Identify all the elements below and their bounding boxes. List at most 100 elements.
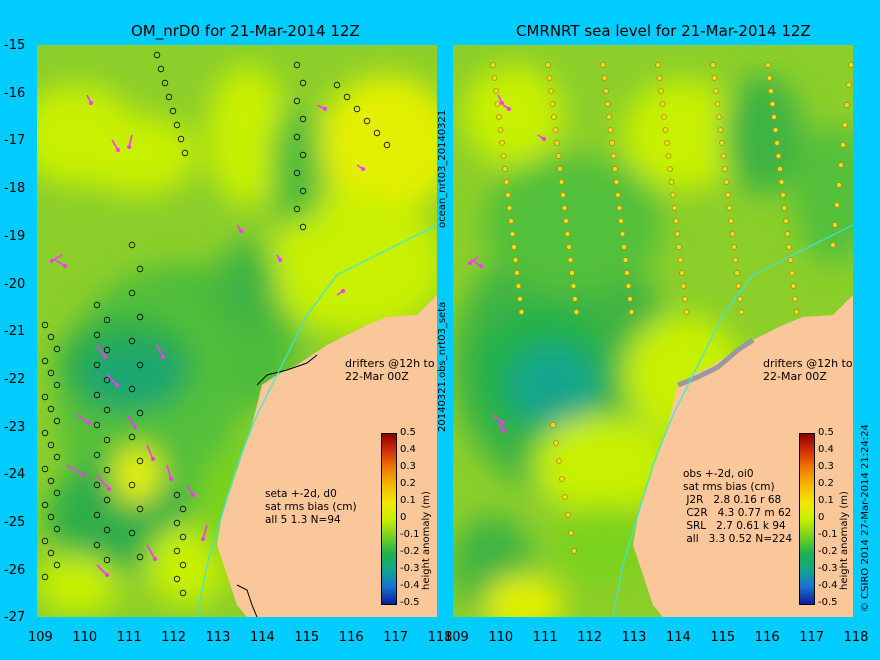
observation-marker bbox=[47, 549, 55, 557]
observation-marker bbox=[628, 309, 635, 315]
observation-marker bbox=[772, 127, 779, 133]
observation-marker bbox=[607, 127, 614, 133]
observation-marker bbox=[621, 244, 627, 250]
x-tick-label: 112 bbox=[161, 630, 187, 645]
drifter-end bbox=[239, 229, 243, 233]
right-map-title: CMRNRT sea level for 21-Mar-2014 12Z bbox=[516, 22, 811, 40]
observation-marker bbox=[600, 62, 606, 68]
observation-marker bbox=[499, 140, 505, 146]
observation-marker bbox=[723, 179, 730, 185]
observation-marker bbox=[53, 381, 61, 389]
observation-marker bbox=[299, 151, 307, 159]
observation-marker bbox=[545, 62, 551, 68]
observation-marker bbox=[564, 231, 571, 237]
observation-marker bbox=[493, 88, 499, 94]
observation-marker bbox=[615, 192, 621, 198]
drifter-end bbox=[169, 477, 173, 481]
observation-marker bbox=[293, 61, 301, 69]
colorbar-tick-label: 0.1 bbox=[818, 495, 834, 506]
observation-marker bbox=[47, 333, 55, 341]
observation-marker bbox=[518, 309, 525, 315]
drifter-end bbox=[81, 473, 85, 477]
observation-marker bbox=[128, 433, 136, 441]
x-tick-label: 116 bbox=[338, 630, 364, 645]
left-drifter-tracks bbox=[50, 94, 365, 577]
observation-marker bbox=[661, 114, 667, 120]
observation-marker bbox=[494, 101, 501, 107]
observation-marker bbox=[673, 218, 679, 224]
observation-marker bbox=[836, 182, 842, 188]
left-map-title: OM_nrD0 for 21-Mar-2014 12Z bbox=[131, 22, 360, 40]
drifter-end bbox=[107, 487, 111, 491]
observation-marker bbox=[566, 244, 572, 250]
observation-marker bbox=[725, 192, 731, 198]
x-tick-label: 109 bbox=[28, 630, 53, 645]
observation-marker bbox=[848, 62, 853, 68]
drifter-end bbox=[105, 573, 109, 577]
observation-marker bbox=[554, 140, 560, 146]
y-tick-label: -16 bbox=[4, 85, 26, 101]
observation-marker bbox=[508, 218, 514, 224]
observation-marker bbox=[737, 296, 743, 302]
y-tick-label: -19 bbox=[4, 228, 26, 244]
observation-marker bbox=[572, 296, 578, 302]
observation-marker bbox=[777, 166, 783, 172]
right-sea-level-map: drifters @12h to 22-Mar 00Z obs +-2d, oi… bbox=[453, 45, 853, 617]
observation-marker bbox=[616, 205, 623, 211]
colorbar-tick-label: 0.4 bbox=[818, 444, 834, 455]
observation-marker bbox=[47, 405, 55, 413]
y-tick-label: -18 bbox=[4, 181, 26, 197]
model-file-label: ocean_nrt03_20140321 bbox=[437, 109, 448, 228]
observation-marker bbox=[786, 244, 792, 250]
y-tick-label: -15 bbox=[4, 38, 26, 53]
colorbar-tick-label: -0.3 bbox=[818, 563, 838, 574]
drifter-end bbox=[87, 421, 91, 425]
drifter-track bbox=[126, 414, 136, 428]
observation-marker bbox=[549, 101, 556, 107]
x-tick-label: 110 bbox=[488, 630, 514, 645]
observation-marker bbox=[766, 75, 773, 81]
observation-marker bbox=[717, 127, 724, 133]
colorbar-tick-label: 0 bbox=[400, 512, 407, 523]
observation-marker bbox=[783, 218, 789, 224]
x-tick-label: 118 bbox=[427, 630, 453, 645]
observation-marker bbox=[179, 505, 187, 513]
observation-marker bbox=[624, 270, 630, 276]
observation-marker bbox=[41, 321, 49, 329]
observation-marker bbox=[658, 88, 664, 94]
observation-marker bbox=[674, 231, 681, 237]
observation-marker bbox=[659, 101, 666, 107]
left-colorbar bbox=[381, 433, 397, 605]
observation-marker bbox=[680, 283, 687, 289]
x-tick-label: 117 bbox=[799, 630, 825, 645]
x-tick-label: 116 bbox=[754, 630, 780, 645]
observation-marker bbox=[173, 491, 181, 499]
observation-marker bbox=[780, 192, 786, 198]
drifter-track bbox=[106, 374, 118, 386]
observation-marker bbox=[496, 114, 502, 120]
colorbar-tick-label: -0.3 bbox=[400, 563, 420, 574]
observation-marker bbox=[553, 440, 559, 446]
observation-marker bbox=[128, 337, 136, 345]
drifter-end bbox=[133, 425, 137, 429]
observation-marker bbox=[552, 127, 559, 133]
observation-marker bbox=[93, 301, 101, 309]
drifter-end bbox=[153, 557, 157, 561]
observation-marker bbox=[93, 481, 101, 489]
observation-marker bbox=[93, 541, 101, 549]
drifter-end bbox=[341, 289, 345, 293]
observation-marker bbox=[103, 466, 111, 474]
observation-marker bbox=[627, 296, 633, 302]
observation-marker bbox=[93, 361, 101, 369]
observation-marker bbox=[838, 162, 844, 168]
observation-marker bbox=[667, 166, 673, 172]
x-tick-label: 114 bbox=[250, 630, 275, 645]
observation-marker bbox=[622, 257, 629, 263]
observation-marker bbox=[670, 192, 676, 198]
observation-marker bbox=[713, 88, 719, 94]
observation-marker bbox=[103, 556, 111, 564]
observation-marker bbox=[573, 309, 580, 315]
drifter-end bbox=[500, 101, 504, 105]
observation-marker bbox=[603, 88, 609, 94]
observation-marker bbox=[179, 589, 187, 597]
